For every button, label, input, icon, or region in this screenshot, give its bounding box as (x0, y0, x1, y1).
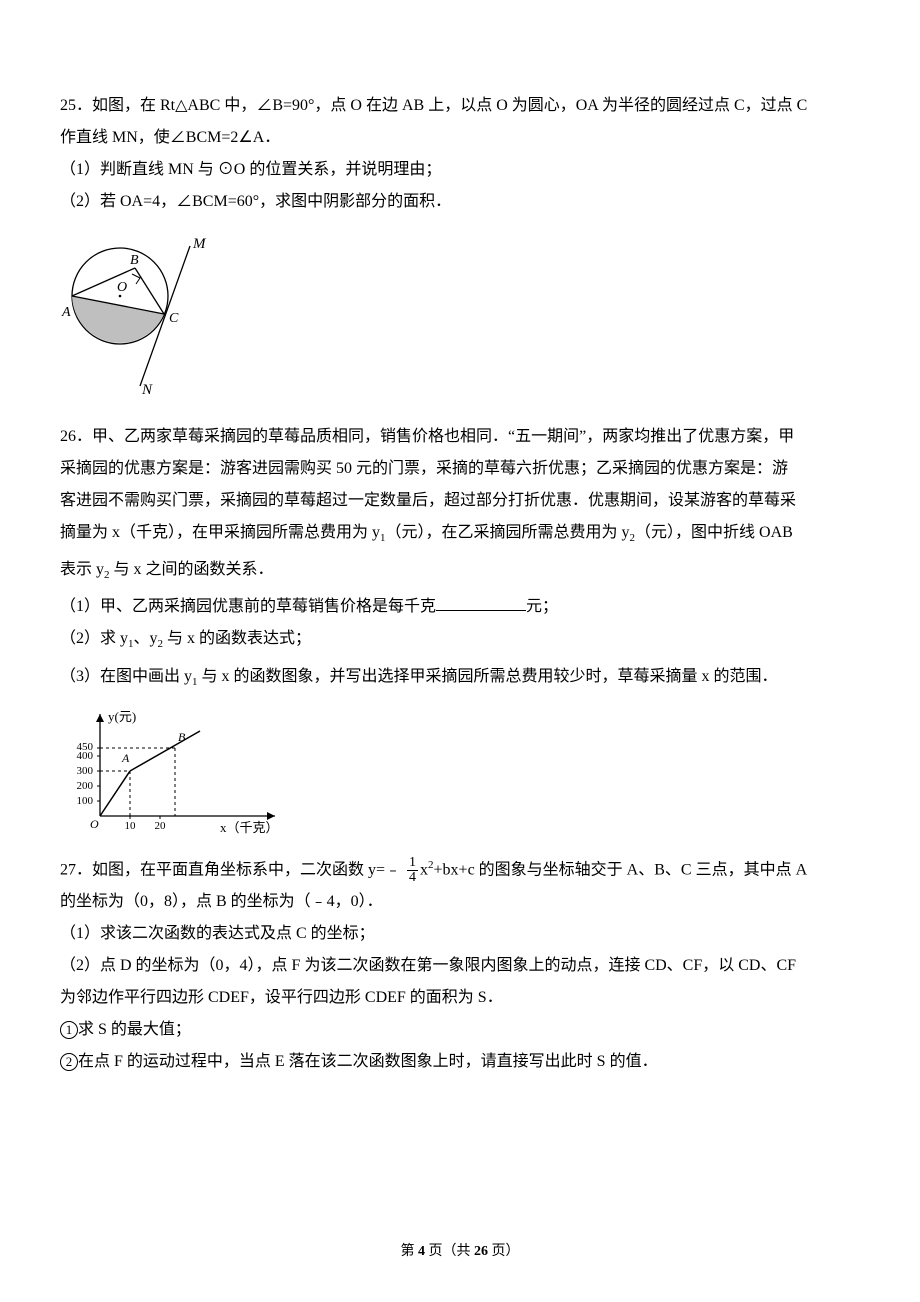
p27-s2-text: 在点 F 的运动过程中，当点 E 落在该二次函数图象上时，请直接写出此时 S 的… (78, 1053, 658, 1070)
p26-stem-line4: 摘量为 x（千克），在甲采摘园所需总费用为 y1（元），在乙采摘园所需总费用为 … (60, 517, 860, 554)
p25-figure: O M N B A C (60, 226, 860, 401)
p26-q1-a: （1）甲、乙两采摘园优惠前的草莓销售价格是每千克 (60, 598, 436, 615)
footer-prefix: 第 (401, 1244, 419, 1259)
p25-stem-line2: 作直线 MN，使∠BCM=2∠A． (60, 122, 860, 154)
p26-l5-b: 与 x 之间的函数关系． (110, 561, 274, 578)
p26-chart: 100 200 300 400 450 10 20 A B O y(元) x（千… (60, 706, 860, 841)
footer-mid: 页（共 (425, 1244, 474, 1259)
p25-label-A: A (61, 305, 71, 320)
p27-q1: （1）求该二次函数的表达式及点 C 的坐标； (60, 918, 860, 950)
p25-label-C: C (169, 311, 179, 326)
p27-q2-sub2: 2在点 F 的运动过程中，当点 E 落在该二次函数图象上时，请直接写出此时 S … (60, 1046, 860, 1078)
p27-l1-c: +bx+c 的图象与坐标轴交于 A、B、C 三点，其中点 A (434, 861, 808, 878)
p26-q3-b: 与 x 的函数图象，并写出选择甲采摘园所需总费用较少时，草莓采摘量 x 的范围． (198, 668, 778, 685)
circled-1-icon: 1 (60, 1021, 78, 1039)
p26-q2-a: （2）求 y (60, 630, 128, 647)
p25-q2: （2）若 OA=4，∠BCM=60°，求图中阴影部分的面积． (60, 186, 860, 218)
xtick-20: 20 (155, 820, 167, 832)
p25-label-B: B (130, 253, 139, 268)
p26-l4-a: 摘量为 x（千克），在甲采摘园所需总费用为 y (60, 524, 380, 541)
p26-q1: （1）甲、乙两采摘园优惠前的草莓销售价格是每千克 元； (60, 591, 860, 623)
p26-q2-b: 、y (134, 630, 158, 647)
p26-point-O: O (90, 817, 99, 831)
p26-q1-b: 元； (526, 598, 558, 615)
p26-l4-b: （元），在乙采摘园所需总费用为 y (386, 524, 630, 541)
p26-q2: （2）求 y1、y2 与 x 的函数表达式； (60, 623, 860, 660)
p26-q2-c: 与 x 的函数表达式； (163, 630, 311, 647)
p26-stem-line1: 26．甲、乙两家草莓采摘园的草莓品质相同，销售价格也相同．“五一期间”，两家均推… (60, 421, 860, 453)
problem-25: 25．如图，在 Rt△ABC 中，∠B=90°，点 O 在边 AB 上，以点 O… (60, 90, 860, 401)
p27-frac-den: 4 (407, 871, 418, 885)
p27-l1-b: x (420, 861, 428, 878)
circled-2-icon: 2 (60, 1053, 78, 1071)
p26-l5-a: 表示 y (60, 561, 104, 578)
p27-q2-line1: （2）点 D 的坐标为（0，4），点 F 为该二次函数在第一象限内图象上的动点，… (60, 950, 860, 982)
p26-l4-c: （元），图中折线 OAB (635, 524, 793, 541)
p25-label-O: O (117, 280, 127, 295)
p25-q1: （1）判断直线 MN 与 ⊙O 的位置关系，并说明理由； (60, 154, 860, 186)
p25-label-M: M (192, 236, 207, 252)
footer-total: 26 (474, 1244, 488, 1259)
xtick-10: 10 (125, 820, 137, 832)
p27-fraction: 14 (407, 856, 418, 885)
p26-point-A: A (121, 751, 130, 765)
p27-frac-num: 1 (407, 856, 418, 871)
footer-page: 4 (418, 1244, 425, 1259)
ytick-200: 200 (77, 780, 94, 792)
ytick-300: 300 (77, 765, 94, 777)
p26-q3: （3）在图中画出 y1 与 x 的函数图象，并写出选择甲采摘园所需总费用较少时，… (60, 661, 860, 698)
problem-27: 27．如图，在平面直角坐标系中，二次函数 y=﹣ 14x2+bx+c 的图象与坐… (60, 849, 860, 1078)
p27-stem-line1: 27．如图，在平面直角坐标系中，二次函数 y=﹣ 14x2+bx+c 的图象与坐… (60, 849, 860, 886)
ytick-450: 450 (77, 741, 94, 753)
p26-stem-line3: 客进园不需购买门票，采摘园的草莓超过一定数量后，超过部分打折优惠．优惠期间，设某… (60, 485, 860, 517)
p26-stem-line5: 表示 y2 与 x 之间的函数关系． (60, 554, 860, 591)
p27-l1-a: 27．如图，在平面直角坐标系中，二次函数 y=﹣ (60, 861, 405, 878)
page-footer: 第 4 页（共 26 页） (0, 1240, 920, 1260)
p26-stem-line2: 采摘园的优惠方案是：游客进园需购买 50 元的门票，采摘的草莓六折优惠；乙采摘园… (60, 453, 860, 485)
p25-label-N: N (141, 382, 153, 396)
p27-stem-line2: 的坐标为（0，8），点 B 的坐标为（﹣4，0）． (60, 886, 860, 918)
p26-point-B: B (178, 730, 186, 744)
p26-ylabel: y(元) (108, 709, 136, 724)
p27-q2-sub1: 1求 S 的最大值； (60, 1014, 860, 1046)
ytick-100: 100 (77, 795, 94, 807)
problem-26: 26．甲、乙两家草莓采摘园的草莓品质相同，销售价格也相同．“五一期间”，两家均推… (60, 421, 860, 841)
p25-stem-line1: 25．如图，在 Rt△ABC 中，∠B=90°，点 O 在边 AB 上，以点 O… (60, 90, 860, 122)
p26-q1-blank (436, 595, 526, 611)
p27-q2-line2: 为邻边作平行四边形 CDEF，设平行四边形 CDEF 的面积为 S． (60, 982, 860, 1014)
p26-xlabel: x（千克） (220, 820, 279, 835)
p27-s1-text: 求 S 的最大值； (78, 1021, 191, 1038)
footer-suffix: 页） (488, 1244, 520, 1259)
p26-q3-a: （3）在图中画出 y (60, 668, 192, 685)
